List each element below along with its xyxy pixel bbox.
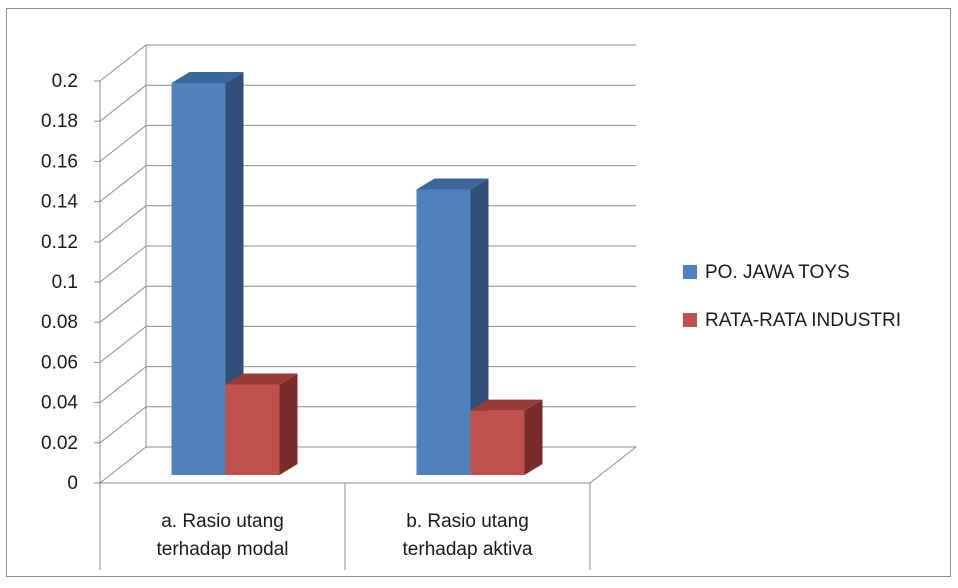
x-category-label: b. Rasio utang xyxy=(406,511,529,532)
bar-front xyxy=(471,411,525,475)
y-tick-label: 0 xyxy=(67,473,78,494)
bar-side xyxy=(280,374,298,476)
bar-front xyxy=(226,385,280,476)
bar-side xyxy=(525,400,543,475)
y-tick-label: 0.18 xyxy=(41,111,78,132)
legend-label: RATA-RATA INDUSTRI xyxy=(705,310,901,331)
y-tick-label: 0.12 xyxy=(41,232,78,253)
legend-swatch xyxy=(683,265,697,279)
legend-swatch xyxy=(683,313,697,327)
x-category-label: terhadap aktiva xyxy=(403,539,533,560)
y-tick-label: 0.08 xyxy=(41,312,78,333)
x-category-label: terhadap modal xyxy=(156,539,288,560)
y-tick-label: 0.06 xyxy=(41,352,78,373)
y-tick-label: 0.16 xyxy=(41,151,78,172)
legend-label: PO. JAWA TOYS xyxy=(705,262,850,283)
x-category-label: a. Rasio utang xyxy=(161,511,284,532)
y-tick-label: 0.14 xyxy=(41,192,78,213)
y-tick-label: 0.02 xyxy=(41,433,78,454)
y-tick-label: 0.1 xyxy=(52,272,78,293)
bar-front xyxy=(172,83,226,475)
y-tick-label: 0.04 xyxy=(41,393,78,414)
y-tick-label: 0.2 xyxy=(52,71,78,92)
bar-1-1 xyxy=(471,400,543,475)
bar-front xyxy=(417,190,471,475)
bar-1-0 xyxy=(226,374,298,476)
